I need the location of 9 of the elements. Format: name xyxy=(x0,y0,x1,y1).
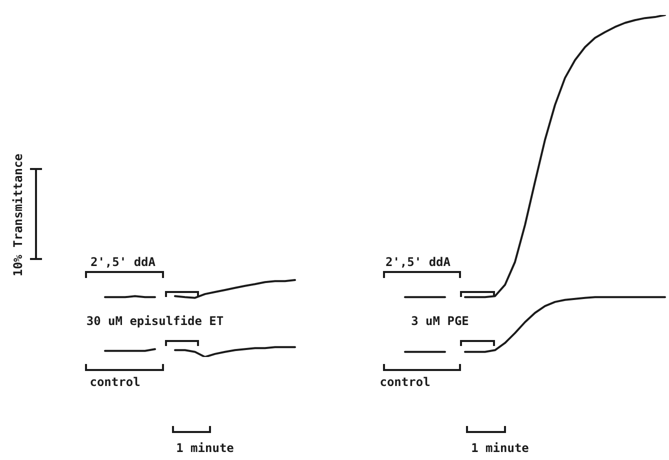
text: 1 minute xyxy=(471,441,529,455)
annotation: 3 uM PGE xyxy=(411,314,469,328)
text: 1 minute xyxy=(176,441,234,455)
annotation: 30 uM episulfide ET xyxy=(86,314,224,328)
annotation: 2',5' ddA xyxy=(90,255,156,269)
annotation: 2',5' ddA xyxy=(385,255,452,269)
text: 10% Transmittance xyxy=(11,154,25,276)
text: control xyxy=(380,375,430,389)
text: control xyxy=(90,375,140,389)
